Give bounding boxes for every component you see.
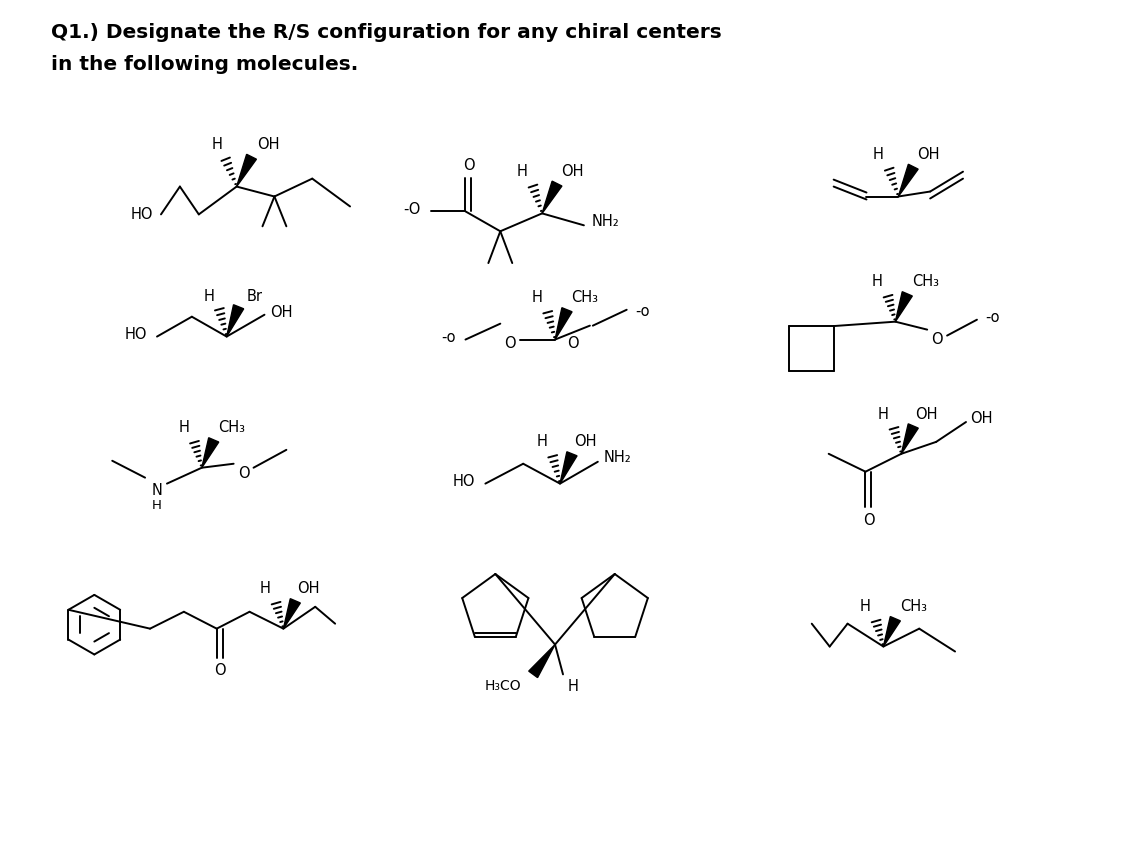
Text: CH₃: CH₃	[900, 600, 927, 614]
Text: in the following molecules.: in the following molecules.	[51, 55, 358, 74]
Text: H: H	[567, 678, 578, 694]
Text: H: H	[532, 290, 542, 305]
Text: Q1.) Designate the R/S configuration for any chiral centers: Q1.) Designate the R/S configuration for…	[51, 23, 721, 42]
Text: H: H	[260, 582, 271, 596]
Text: O: O	[237, 466, 250, 481]
Text: H: H	[872, 275, 883, 289]
Text: -O: -O	[404, 202, 421, 217]
Text: OH: OH	[970, 410, 992, 426]
Text: CH₃: CH₃	[572, 290, 598, 305]
Text: OH: OH	[270, 305, 292, 321]
Text: HO: HO	[125, 327, 147, 342]
Text: -o: -o	[986, 310, 1000, 325]
Text: -o: -o	[441, 330, 456, 345]
Text: OH: OH	[917, 148, 939, 162]
Text: H: H	[152, 499, 162, 512]
Text: O: O	[462, 159, 475, 173]
Text: H: H	[537, 434, 548, 449]
Text: H: H	[516, 165, 528, 179]
Text: H: H	[860, 600, 871, 614]
Text: OH: OH	[915, 406, 937, 421]
Polygon shape	[236, 154, 256, 187]
Polygon shape	[560, 452, 577, 483]
Text: O: O	[567, 336, 578, 351]
Polygon shape	[542, 181, 561, 214]
Text: H: H	[878, 406, 889, 421]
Text: H: H	[204, 289, 214, 304]
Text: OH: OH	[574, 434, 596, 449]
Text: H: H	[873, 148, 884, 162]
Text: CH₃: CH₃	[218, 421, 245, 436]
Text: H: H	[179, 421, 189, 436]
Polygon shape	[284, 599, 300, 628]
Text: OH: OH	[560, 165, 583, 179]
Text: O: O	[504, 336, 516, 351]
Text: -o: -o	[636, 304, 650, 319]
Polygon shape	[201, 438, 218, 468]
Text: O: O	[932, 332, 943, 347]
Text: N: N	[152, 483, 162, 498]
Polygon shape	[529, 644, 555, 678]
Text: OH: OH	[258, 137, 280, 153]
Text: NH₂: NH₂	[604, 450, 631, 466]
Polygon shape	[901, 424, 918, 454]
Text: CH₃: CH₃	[911, 275, 938, 289]
Text: Br: Br	[246, 289, 262, 304]
Text: HO: HO	[453, 474, 476, 489]
Text: O: O	[863, 513, 874, 527]
Text: H: H	[212, 137, 222, 153]
Polygon shape	[555, 308, 572, 339]
Text: OH: OH	[297, 582, 319, 596]
Polygon shape	[226, 304, 244, 337]
Text: H₃CO: H₃CO	[485, 679, 522, 694]
Polygon shape	[896, 292, 912, 321]
Polygon shape	[883, 616, 900, 646]
Text: O: O	[214, 663, 225, 678]
Text: NH₂: NH₂	[592, 214, 620, 229]
Text: HO: HO	[130, 207, 153, 222]
Polygon shape	[899, 165, 918, 197]
